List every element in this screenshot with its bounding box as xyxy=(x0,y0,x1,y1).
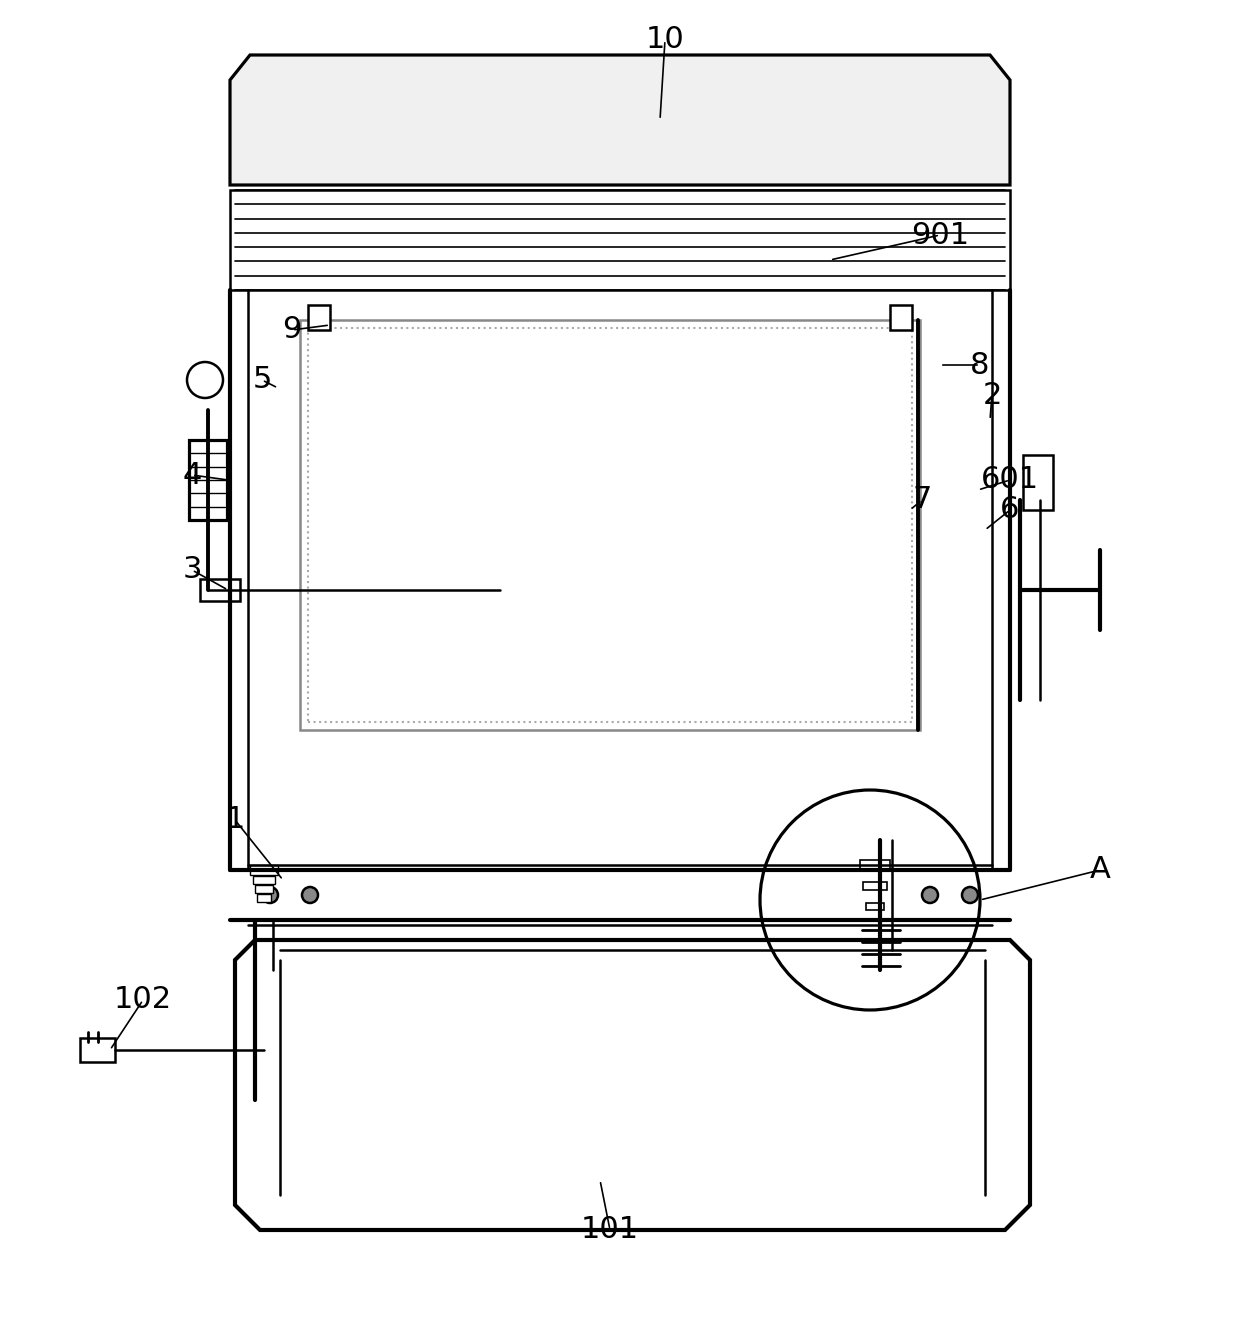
Bar xyxy=(250,865,278,874)
Text: 1: 1 xyxy=(226,806,244,835)
Text: 10: 10 xyxy=(646,25,684,54)
Bar xyxy=(255,885,273,893)
Text: 901: 901 xyxy=(911,220,970,249)
Bar xyxy=(863,882,887,890)
Bar xyxy=(890,305,911,330)
Bar xyxy=(81,1037,115,1063)
Bar xyxy=(308,305,330,330)
Circle shape xyxy=(303,886,317,904)
Text: 6: 6 xyxy=(1001,496,1019,525)
Bar xyxy=(300,321,920,730)
Circle shape xyxy=(262,886,278,904)
Text: 4: 4 xyxy=(182,461,202,489)
Bar xyxy=(257,894,272,902)
Text: 601: 601 xyxy=(981,465,1039,494)
Text: 3: 3 xyxy=(182,555,202,584)
Bar xyxy=(866,904,884,910)
Bar xyxy=(188,440,227,519)
Text: 9: 9 xyxy=(283,315,301,344)
Bar xyxy=(1023,454,1053,510)
Text: 101: 101 xyxy=(580,1215,639,1244)
Text: 7: 7 xyxy=(913,485,931,514)
Bar xyxy=(253,876,275,884)
Text: 8: 8 xyxy=(970,351,990,379)
Text: 5: 5 xyxy=(252,366,272,395)
Circle shape xyxy=(187,362,223,398)
Polygon shape xyxy=(229,56,1011,186)
Bar xyxy=(308,329,911,722)
Bar xyxy=(229,189,1011,290)
Text: 2: 2 xyxy=(982,380,1002,409)
Circle shape xyxy=(962,886,978,904)
Text: A: A xyxy=(1090,856,1111,885)
Bar xyxy=(861,860,890,871)
Bar xyxy=(200,579,241,602)
Polygon shape xyxy=(236,939,1030,1230)
Text: 102: 102 xyxy=(114,986,172,1015)
Circle shape xyxy=(923,886,937,904)
